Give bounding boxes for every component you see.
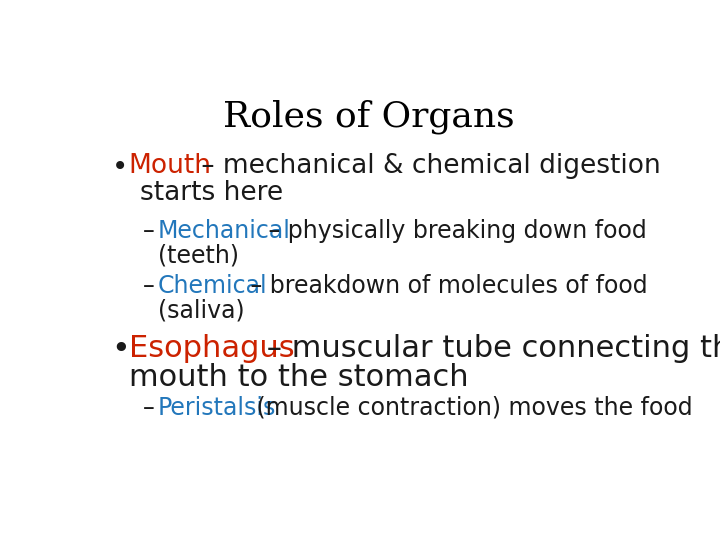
Text: Mechanical: Mechanical: [158, 219, 290, 243]
Text: Peristalsis: Peristalsis: [158, 396, 276, 420]
Text: –: –: [143, 219, 162, 243]
Text: – mechanical & chemical digestion: – mechanical & chemical digestion: [193, 153, 661, 179]
Text: –: –: [143, 274, 162, 298]
Text: – muscular tube connecting the: – muscular tube connecting the: [257, 334, 720, 363]
Text: (teeth): (teeth): [158, 244, 239, 267]
Text: – breakdown of molecules of food: – breakdown of molecules of food: [243, 274, 647, 298]
Text: (saliva): (saliva): [158, 299, 245, 323]
Text: Chemical: Chemical: [158, 274, 267, 298]
Text: starts here: starts here: [140, 180, 284, 206]
Text: Roles of Organs: Roles of Organs: [223, 99, 515, 134]
Text: (muscle contraction) moves the food: (muscle contraction) moves the food: [249, 396, 693, 420]
Text: –: –: [143, 396, 162, 420]
Text: Esophagus: Esophagus: [129, 334, 294, 363]
Text: •: •: [112, 153, 128, 181]
Text: •: •: [112, 334, 130, 365]
Text: mouth to the stomach: mouth to the stomach: [129, 363, 469, 392]
Text: Mouth: Mouth: [129, 153, 212, 179]
Text: – physically breaking down food: – physically breaking down food: [261, 219, 647, 243]
